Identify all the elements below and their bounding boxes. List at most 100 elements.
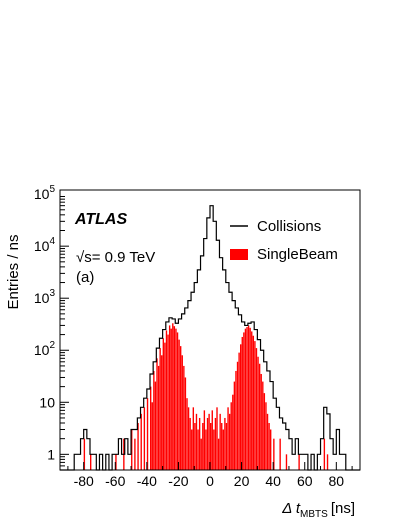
y-tick-label: 105 bbox=[34, 184, 56, 202]
singlebeam-bar-22 bbox=[168, 325, 171, 470]
singlebeam-bar-15 bbox=[157, 365, 160, 470]
x-tick-label: 40 bbox=[265, 473, 281, 489]
singlebeam-bar-2 bbox=[115, 454, 117, 470]
singlebeam-bar-39 bbox=[195, 413, 198, 470]
singlebeam-bar-9 bbox=[146, 398, 149, 470]
singlebeam-bar-29 bbox=[180, 346, 182, 470]
singlebeam-bar-41 bbox=[198, 417, 201, 470]
y-tick-label-exponent: 4 bbox=[49, 236, 55, 247]
singlebeam-bar-84 bbox=[266, 413, 269, 470]
x-axis-title: Δ tMBTS [ns] bbox=[281, 500, 355, 520]
singlebeam-bar-72 bbox=[247, 325, 250, 470]
singlebeam-bar-67 bbox=[240, 344, 242, 470]
singlebeam-bar-33 bbox=[186, 398, 188, 470]
x-tick-label: 20 bbox=[234, 473, 250, 489]
x-tick-label: -20 bbox=[168, 473, 188, 489]
y-tick-label-base: 10 bbox=[34, 238, 50, 254]
singlebeam-bar-65 bbox=[236, 361, 239, 470]
singlebeam-bar-47 bbox=[208, 413, 210, 470]
singlebeam-bar-28 bbox=[178, 339, 180, 470]
y-tick-label: 102 bbox=[34, 340, 56, 358]
singlebeam-bar-77 bbox=[255, 348, 258, 470]
y-tick-label-exponent: 3 bbox=[49, 288, 55, 299]
y-tick-label: 1 bbox=[47, 446, 55, 462]
singlebeam-bar-61 bbox=[230, 402, 232, 470]
x-tick-label: 0 bbox=[206, 473, 214, 489]
singlebeam-bar-23 bbox=[170, 328, 172, 470]
singlebeam-bar-71 bbox=[246, 326, 248, 470]
singlebeam-bar-89 bbox=[285, 454, 288, 470]
y-tick-label: 103 bbox=[34, 288, 56, 306]
singlebeam-bar-0 bbox=[83, 438, 86, 470]
singlebeam-bar-45 bbox=[205, 429, 207, 470]
singlebeam-bar-27 bbox=[176, 332, 179, 470]
singlebeam-bar-19 bbox=[164, 342, 166, 470]
singlebeam-bar-7 bbox=[140, 413, 142, 470]
y-tick-label: 104 bbox=[34, 236, 56, 254]
singlebeam-bar-75 bbox=[252, 335, 255, 470]
singlebeam-bar-34 bbox=[187, 407, 190, 470]
singlebeam-bar-4 bbox=[131, 429, 133, 470]
singlebeam-bar-64 bbox=[235, 370, 237, 470]
y-tick-label-base: 10 bbox=[39, 394, 55, 410]
singlebeam-bar-91 bbox=[323, 438, 326, 470]
singlebeam-bar-26 bbox=[175, 328, 177, 470]
x-axis: -80 -60 -40 -20 0 20 40 60 80 bbox=[67, 462, 353, 489]
singlebeam-bar-36 bbox=[191, 429, 193, 470]
singlebeam-bar-56 bbox=[222, 429, 225, 470]
singlebeam-bar-83 bbox=[265, 402, 267, 470]
y-tick-label-exponent: 2 bbox=[49, 340, 55, 351]
singlebeam-bar-44 bbox=[203, 410, 206, 470]
singlebeam-bar-24 bbox=[172, 323, 174, 470]
legend-collisions-label: Collisions bbox=[257, 218, 321, 235]
singlebeam-bar-13 bbox=[154, 381, 157, 470]
x-tick-label: -40 bbox=[137, 473, 157, 489]
x-tick-label: -60 bbox=[105, 473, 125, 489]
singlebeam-bar-62 bbox=[232, 394, 234, 470]
singlebeam-bar-38 bbox=[194, 423, 196, 470]
singlebeam-bar-87 bbox=[273, 438, 275, 470]
singlebeam-bar-92 bbox=[326, 454, 329, 470]
singlebeam-bars bbox=[83, 323, 329, 470]
singlebeam-bar-10 bbox=[150, 386, 152, 470]
x-axis-title-unit: [ns] bbox=[331, 500, 355, 517]
singlebeam-bar-78 bbox=[257, 356, 259, 470]
singlebeam-bar-76 bbox=[254, 341, 256, 470]
singlebeam-bar-90 bbox=[298, 454, 300, 470]
singlebeam-bar-66 bbox=[238, 352, 240, 470]
singlebeam-bar-73 bbox=[249, 327, 251, 470]
y-tick-label-base: 10 bbox=[34, 342, 50, 358]
singlebeam-bar-16 bbox=[159, 348, 161, 470]
singlebeam-bar-46 bbox=[206, 417, 209, 470]
legend-singlebeam-label: SingleBeam bbox=[257, 246, 338, 263]
x-tick-label: 60 bbox=[297, 473, 313, 489]
experiment-label: ATLAS bbox=[74, 211, 127, 228]
x-axis-title-main: Δ t bbox=[281, 500, 301, 517]
singlebeam-bar-54 bbox=[219, 413, 221, 470]
singlebeam-bar-48 bbox=[210, 423, 212, 470]
singlebeam-bar-42 bbox=[200, 438, 202, 470]
singlebeam-bar-82 bbox=[263, 393, 266, 470]
singlebeam-bar-35 bbox=[189, 417, 191, 470]
singlebeam-bar-69 bbox=[243, 332, 245, 470]
singlebeam-bar-21 bbox=[167, 334, 169, 470]
singlebeam-bar-32 bbox=[184, 377, 187, 470]
y-tick-label: 10 bbox=[39, 394, 55, 410]
y-axis-title: Entries / ns bbox=[5, 234, 22, 309]
y-tick-label-base: 1 bbox=[47, 446, 55, 462]
singlebeam-bar-8 bbox=[143, 407, 146, 470]
singlebeam-bar-1 bbox=[90, 454, 92, 470]
singlebeam-bar-40 bbox=[197, 429, 199, 470]
y-tick-label-base: 10 bbox=[34, 186, 50, 202]
x-tick-label: -80 bbox=[74, 473, 94, 489]
singlebeam-bar-63 bbox=[233, 381, 236, 470]
singlebeam-bar-68 bbox=[241, 336, 243, 470]
singlebeam-bar-11 bbox=[151, 402, 153, 470]
singlebeam-bar-55 bbox=[221, 423, 223, 470]
singlebeam-bar-17 bbox=[161, 355, 163, 470]
singlebeam-bar-20 bbox=[165, 330, 168, 470]
singlebeam-bar-80 bbox=[260, 373, 262, 470]
singlebeam-bar-52 bbox=[216, 407, 218, 470]
singlebeam-bar-43 bbox=[202, 423, 204, 470]
